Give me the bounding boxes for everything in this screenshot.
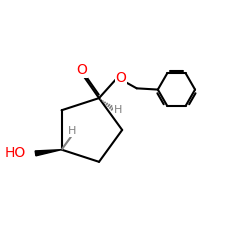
Polygon shape bbox=[35, 150, 62, 156]
Text: H: H bbox=[114, 105, 122, 115]
Text: O: O bbox=[77, 63, 88, 77]
Text: O: O bbox=[116, 71, 126, 85]
Text: H: H bbox=[68, 126, 76, 136]
Text: HO: HO bbox=[5, 146, 26, 160]
